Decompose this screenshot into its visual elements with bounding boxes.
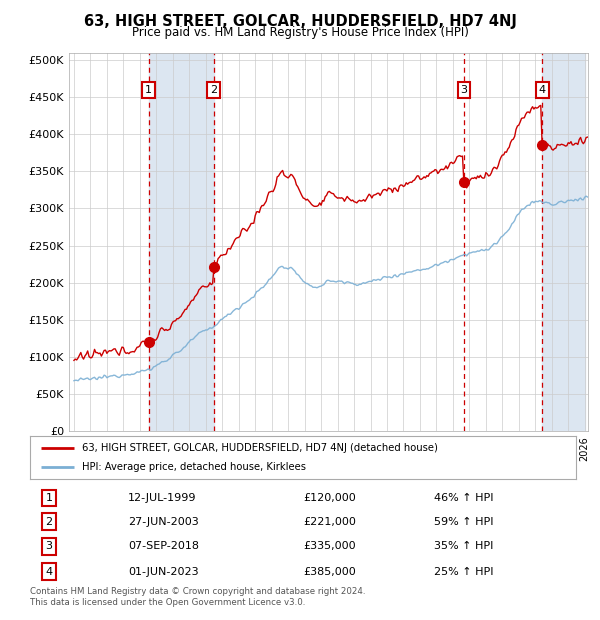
Text: Price paid vs. HM Land Registry's House Price Index (HPI): Price paid vs. HM Land Registry's House … — [131, 26, 469, 39]
Text: Contains HM Land Registry data © Crown copyright and database right 2024.
This d: Contains HM Land Registry data © Crown c… — [30, 587, 365, 606]
Text: £385,000: £385,000 — [303, 567, 356, 577]
Text: 25% ↑ HPI: 25% ↑ HPI — [434, 567, 494, 577]
Text: 12-JUL-1999: 12-JUL-1999 — [128, 493, 197, 503]
Text: 59% ↑ HPI: 59% ↑ HPI — [434, 516, 494, 526]
Text: £120,000: £120,000 — [303, 493, 356, 503]
Text: 27-JUN-2003: 27-JUN-2003 — [128, 516, 199, 526]
Text: 3: 3 — [461, 85, 467, 95]
Text: 2: 2 — [210, 85, 217, 95]
Text: 4: 4 — [46, 567, 53, 577]
Text: £221,000: £221,000 — [303, 516, 356, 526]
Text: 35% ↑ HPI: 35% ↑ HPI — [434, 541, 493, 551]
Text: 07-SEP-2018: 07-SEP-2018 — [128, 541, 199, 551]
Text: HPI: Average price, detached house, Kirklees: HPI: Average price, detached house, Kirk… — [82, 463, 306, 472]
Text: 63, HIGH STREET, GOLCAR, HUDDERSFIELD, HD7 4NJ (detached house): 63, HIGH STREET, GOLCAR, HUDDERSFIELD, H… — [82, 443, 438, 453]
Text: 01-JUN-2023: 01-JUN-2023 — [128, 567, 199, 577]
Text: 1: 1 — [46, 493, 53, 503]
Text: 2: 2 — [46, 516, 53, 526]
Text: 46% ↑ HPI: 46% ↑ HPI — [434, 493, 494, 503]
Text: 1: 1 — [145, 85, 152, 95]
Bar — [149, 53, 214, 431]
Text: 63, HIGH STREET, GOLCAR, HUDDERSFIELD, HD7 4NJ: 63, HIGH STREET, GOLCAR, HUDDERSFIELD, H… — [83, 14, 517, 29]
Text: 4: 4 — [539, 85, 546, 95]
Bar — [542, 53, 585, 431]
Text: £335,000: £335,000 — [303, 541, 356, 551]
Text: 3: 3 — [46, 541, 53, 551]
